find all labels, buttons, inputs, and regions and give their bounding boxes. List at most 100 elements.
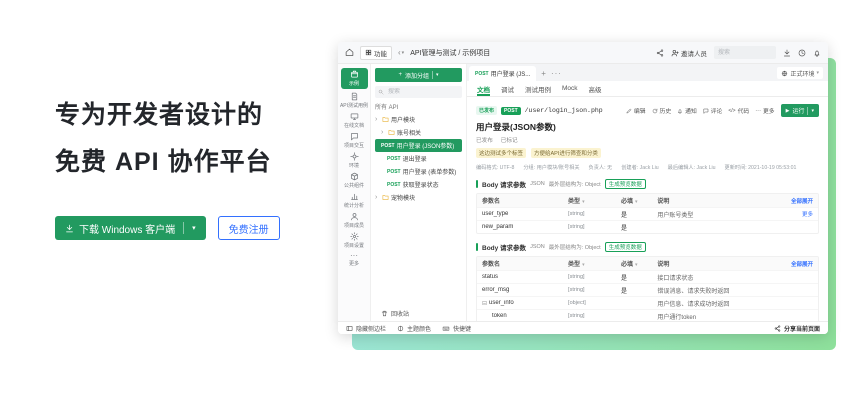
col-type[interactable]: 类型 ▾ [568, 199, 585, 205]
breadcrumb[interactable]: API管理与测试 / 示例项目 [410, 49, 491, 57]
add-group-button[interactable]: + 添加分组 ▾ [375, 68, 462, 82]
download-windows-button[interactable]: 下载 Windows 客户端 ▾ [55, 216, 206, 240]
tab-more-button[interactable]: ··· [550, 69, 562, 78]
generate-preview-button[interactable]: 生成预览数据 [604, 242, 646, 252]
collapse-toggle-icon[interactable]: ⊟ [482, 300, 488, 307]
col-required[interactable]: 必填 ▾ [621, 262, 638, 268]
rail-item-online-docs[interactable]: 在线文档 [339, 112, 370, 129]
table-row[interactable]: error_msg [string] 是 错误消息、请求失败时返回 [477, 283, 818, 296]
tree-api-logout[interactable]: POST 退出登录 [375, 152, 462, 165]
col-required[interactable]: 必填 ▾ [621, 199, 638, 205]
tree-item-label: 用户模块 [391, 118, 416, 124]
rail-label: API测试用例 [339, 103, 369, 109]
home-icon[interactable] [345, 48, 354, 57]
notify-button[interactable]: 通知 [677, 106, 697, 115]
method-badge: POST [387, 181, 401, 188]
share-icon [774, 324, 781, 332]
rail-item-test-cases[interactable]: API测试用例 [339, 92, 370, 109]
tree-item-label: 宠物模块 [391, 196, 416, 202]
tree-api-login-json[interactable]: POST 用户登录 (JSON参数) [375, 139, 462, 152]
structure-chip: 最外层结构为: Object [548, 182, 601, 188]
shortcuts-button[interactable]: 快捷键 [442, 324, 471, 333]
all-api-filter[interactable]: 所有 API [375, 102, 462, 111]
new-tab-button[interactable]: + [541, 69, 546, 78]
more-button[interactable]: ··· 更多 [755, 106, 774, 116]
invite-button[interactable]: 邀请人员 [671, 48, 707, 58]
table-row[interactable]: new_param [string] 是 [477, 220, 818, 233]
nav-back-button[interactable]: ‹ ▾ [398, 48, 405, 57]
tab-login-json[interactable]: POST 用户登录 (JS... [469, 66, 537, 81]
published-badge: 已发布 [476, 106, 498, 115]
param-required: 是 [621, 288, 628, 295]
rail-item-settings[interactable]: 项目设置 [339, 232, 370, 249]
button-divider [807, 106, 809, 115]
section-accent-bar [476, 180, 478, 188]
param-desc: 用户信息、请求成功时返回 [657, 301, 730, 308]
history-button[interactable]: 历史 [652, 106, 671, 115]
col-type[interactable]: 类型 ▾ [568, 262, 585, 268]
param-desc: 用户账号类型 [657, 212, 694, 219]
run-button[interactable]: ▶ 运行 ▾ [780, 104, 819, 117]
method-badge: POST [381, 142, 395, 149]
tree-search-box[interactable] [375, 86, 462, 98]
tree-search-input[interactable] [386, 88, 459, 96]
bell-icon[interactable] [813, 49, 821, 57]
table-row[interactable]: ⊟ user_info [object] 用户信息、请求成功时返回 [477, 296, 818, 309]
chat-icon [350, 133, 358, 141]
project-icon [350, 70, 358, 78]
download-label: 下载 Windows 客户端 [79, 224, 176, 236]
params-table: 参数名 类型 ▾ 必填 ▾ 说明 全部展开 user_type [string] 是… [476, 193, 819, 234]
table-row[interactable]: token [string] 用户通行token [477, 309, 818, 321]
history-icon[interactable] [798, 49, 806, 57]
tree-api-login-status[interactable]: POST 获取登录状态 [375, 178, 462, 191]
share-icon[interactable] [656, 49, 664, 57]
recycle-bin-button[interactable]: 回收站 [381, 309, 409, 318]
meta-item: 编码格式: UTF-8 [476, 165, 515, 171]
more-link[interactable]: 更多 [801, 212, 813, 218]
tab-test-cases[interactable]: 测试用例 [525, 86, 551, 94]
tab-debug[interactable]: 调试 [501, 86, 514, 94]
download-client-icon[interactable] [783, 49, 791, 57]
invite-label: 邀请人员 [681, 50, 707, 58]
comment-label: 评论 [710, 109, 723, 115]
rail-item-project[interactable]: 示例 [340, 68, 368, 89]
tab-doc[interactable]: 文档 [477, 81, 490, 96]
tree-api-login-form[interactable]: POST 用户登录 (表单参数) [375, 165, 462, 178]
table-row[interactable]: user_type [string] 是 用户账号类型 更多 [477, 207, 818, 220]
rail-item-statistics[interactable]: 统计分析 [339, 192, 370, 209]
comment-button[interactable]: 评论 [703, 106, 723, 115]
rail-item-members[interactable]: 项目成员 [339, 212, 370, 229]
tab-advanced[interactable]: 高级 [588, 86, 602, 94]
hide-sidebar-button[interactable]: 隐藏侧边栏 [346, 324, 386, 333]
rail-item-more[interactable]: ··· 更多 [339, 252, 370, 268]
chevron-down-icon: ▾ [582, 262, 585, 268]
environment-selector[interactable]: 正式环境 ▾ [777, 67, 823, 79]
gear-icon [349, 232, 359, 241]
code-button[interactable]: </> 代码 [728, 106, 749, 116]
tree-folder-user-module[interactable]: › 用户模块 [375, 113, 462, 126]
comment-icon [703, 108, 708, 113]
expand-all-link[interactable]: 全部展开 [790, 261, 813, 268]
tree-folder-account[interactable]: › 账号相关 [375, 126, 462, 139]
features-button[interactable]: 功能 [360, 45, 392, 60]
register-button[interactable]: 免费注册 [217, 216, 280, 240]
topbar-search-input[interactable] [714, 46, 776, 59]
tree-folder-pet-module[interactable]: › 宠物模块 [375, 191, 462, 204]
param-type: [string] [568, 287, 585, 293]
rail-item-project-exchange[interactable]: 项目交互 [339, 132, 370, 149]
folder-icon [388, 130, 395, 135]
expand-all-link[interactable]: 全部展开 [790, 198, 813, 205]
param-desc: 错误消息、请求失败时返回 [657, 288, 730, 295]
share-page-button[interactable]: 分享当前页面 [774, 324, 820, 333]
rail-label: 项目成员 [343, 223, 364, 229]
edit-button[interactable]: 编辑 [626, 106, 646, 115]
chevron-down-icon[interactable]: ▾ [401, 49, 405, 56]
theme-button[interactable]: 主题颜色 [397, 324, 431, 333]
icon-rail: 示例 API测试用例 在线文档 项目交互 环境 公共组件 [338, 64, 371, 321]
table-row[interactable]: status [string] 是 接口请求状态 [477, 270, 818, 283]
generate-preview-button[interactable]: 生成预览数据 [604, 179, 646, 189]
tab-mock[interactable]: Mock [562, 85, 578, 92]
rail-item-environment[interactable]: 环境 [339, 152, 370, 169]
rail-label: 在线文档 [343, 123, 364, 129]
rail-item-components[interactable]: 公共组件 [339, 172, 370, 189]
